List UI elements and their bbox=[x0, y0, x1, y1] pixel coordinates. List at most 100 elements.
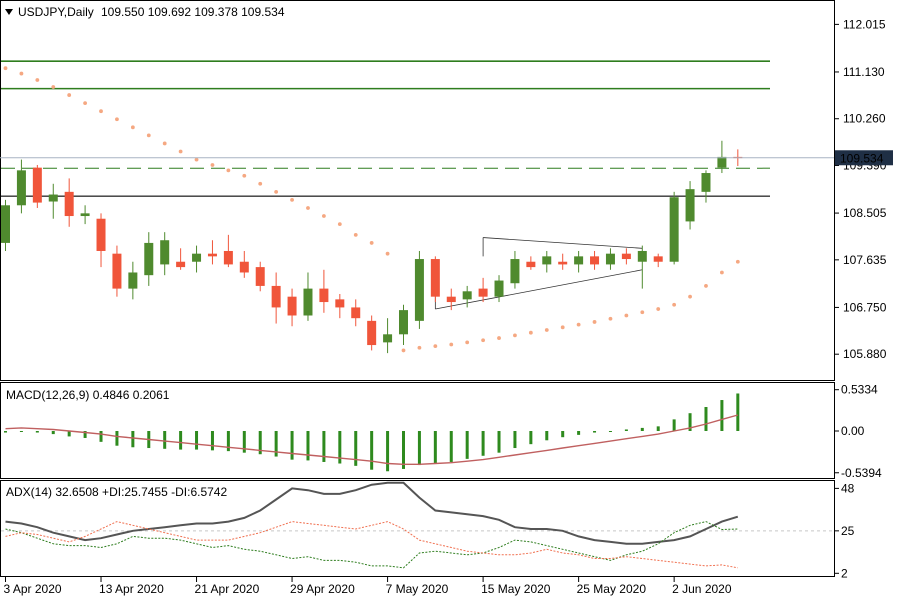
macd-bar bbox=[529, 431, 533, 445]
sar-dot bbox=[51, 85, 56, 89]
chart-header: USDJPY,Daily 109.550 109.692 109.378 109… bbox=[5, 5, 285, 19]
candle-body bbox=[128, 272, 138, 289]
candle-body bbox=[637, 250, 647, 262]
candle bbox=[605, 248, 615, 270]
candle-body bbox=[48, 194, 58, 202]
sar-dot bbox=[385, 251, 390, 256]
sar-dot bbox=[672, 302, 677, 307]
macd-y-tick-label: -0.5394 bbox=[841, 466, 882, 480]
sar-dot bbox=[640, 310, 645, 315]
candle bbox=[128, 261, 138, 300]
macd-bar bbox=[640, 427, 644, 431]
sar-dot bbox=[337, 222, 342, 226]
macd-y-tick-label: 0.00 bbox=[841, 424, 865, 438]
sar-dot bbox=[401, 348, 406, 353]
candle bbox=[207, 240, 217, 265]
sar-dot bbox=[417, 345, 422, 350]
macd-bar bbox=[497, 431, 501, 453]
macd-bar bbox=[656, 426, 660, 431]
macd-bar bbox=[322, 431, 326, 462]
macd-bar bbox=[370, 431, 374, 470]
candle bbox=[303, 272, 313, 321]
x-tick-label: 29 Apr 2020 bbox=[290, 582, 355, 596]
macd-bar bbox=[577, 431, 581, 435]
candle bbox=[542, 250, 552, 273]
candle-body bbox=[399, 310, 408, 335]
sar-dot bbox=[735, 259, 740, 264]
candle-body bbox=[446, 296, 456, 303]
macd-bar bbox=[417, 431, 421, 466]
macd-bar bbox=[386, 431, 390, 472]
macd-y-axis: 0.5334 0.00 -0.5394 bbox=[834, 383, 882, 480]
candle-body bbox=[207, 253, 217, 257]
sar-dot bbox=[322, 214, 326, 218]
dropdown-triangle-icon[interactable] bbox=[5, 9, 13, 15]
sar-dot bbox=[433, 344, 438, 349]
candle-body bbox=[478, 288, 488, 297]
macd-panel-frame bbox=[0, 382, 835, 479]
candle bbox=[558, 253, 568, 270]
sar-dot bbox=[226, 168, 231, 173]
candle bbox=[176, 248, 186, 270]
candle bbox=[319, 269, 329, 313]
macd-bar bbox=[433, 431, 437, 464]
candle-body bbox=[367, 320, 377, 346]
macd-bar bbox=[672, 419, 676, 431]
candle-body bbox=[526, 261, 536, 268]
candle-body bbox=[605, 253, 615, 265]
ohlc-values: 109.550 109.692 109.378 109.534 bbox=[101, 5, 285, 19]
candle bbox=[430, 256, 440, 303]
candle bbox=[335, 293, 345, 319]
candle bbox=[701, 170, 711, 203]
x-tick-label: 2 Jun 2020 bbox=[672, 582, 732, 596]
sar-dot bbox=[704, 284, 708, 288]
macd-bar bbox=[306, 431, 310, 461]
current-price-label: 109.534 bbox=[840, 151, 884, 165]
sar-dot bbox=[688, 294, 692, 299]
candles bbox=[1, 140, 743, 354]
macd-bar bbox=[704, 407, 708, 431]
candle bbox=[80, 205, 90, 225]
sar-dot bbox=[481, 338, 485, 343]
x-tick-label: 15 May 2020 bbox=[481, 582, 551, 596]
candle bbox=[64, 178, 74, 227]
candle bbox=[192, 245, 202, 273]
candle-body bbox=[16, 170, 26, 206]
candle-body bbox=[590, 256, 600, 265]
macd-bar bbox=[593, 431, 597, 433]
candle-body bbox=[239, 261, 249, 273]
candle bbox=[574, 250, 584, 273]
price-y-tick-label: 112.015 bbox=[843, 17, 886, 31]
candle bbox=[669, 191, 679, 265]
candle bbox=[510, 250, 520, 289]
candle-body bbox=[685, 189, 695, 222]
symbol-title: USDJPY,Daily bbox=[18, 5, 94, 19]
macd-bar bbox=[226, 431, 230, 452]
macd-bar bbox=[624, 429, 628, 431]
candle bbox=[414, 250, 424, 329]
candle-body bbox=[192, 253, 202, 262]
di-plus-line bbox=[5, 521, 738, 569]
sar-dot bbox=[3, 66, 8, 71]
adx-main-line bbox=[5, 481, 739, 545]
sar-dot bbox=[592, 320, 597, 324]
di-minus-line bbox=[5, 521, 738, 569]
sar-dot bbox=[720, 270, 724, 275]
candle bbox=[96, 213, 106, 268]
macd-bar bbox=[736, 393, 740, 431]
sar-dot bbox=[513, 333, 517, 338]
sar-dot bbox=[83, 101, 87, 106]
candle-body bbox=[462, 291, 472, 300]
macd-histogram bbox=[4, 393, 740, 472]
sar-dot bbox=[353, 232, 358, 237]
x-tick-label: 21 Apr 2020 bbox=[195, 582, 260, 596]
candle bbox=[621, 248, 631, 265]
macd-bar bbox=[545, 431, 549, 441]
x-tick-label: 25 May 2020 bbox=[577, 582, 647, 596]
price-panel: 112.015111.130110.260109.390108.505107.6… bbox=[0, 0, 893, 381]
adx-panel: 48 25 2 ADX(14) 32.6508 +DI:25.7455 -DI:6.… bbox=[0, 480, 855, 580]
macd-bar bbox=[67, 431, 71, 437]
price-y-tick-label: 105.880 bbox=[843, 347, 887, 361]
candle bbox=[144, 232, 154, 286]
